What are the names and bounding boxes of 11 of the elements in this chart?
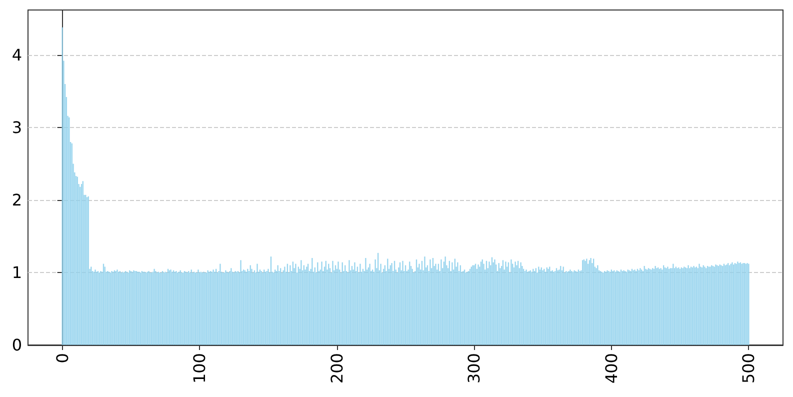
x-tick-label: 300 bbox=[464, 353, 484, 384]
y-tick-label: 3 bbox=[12, 118, 22, 137]
y-tick-label: 1 bbox=[12, 262, 22, 282]
x-tick-label: 0 bbox=[52, 353, 72, 364]
x-tick-label: 200 bbox=[327, 353, 346, 384]
x-tick-label: 400 bbox=[602, 353, 621, 384]
y-tick-label: 2 bbox=[12, 190, 22, 210]
y-tick-label: 4 bbox=[12, 45, 22, 64]
y-tick-label: 0 bbox=[12, 336, 22, 354]
x-tick-label: 500 bbox=[739, 353, 758, 384]
x-tick-label: 100 bbox=[190, 353, 210, 384]
